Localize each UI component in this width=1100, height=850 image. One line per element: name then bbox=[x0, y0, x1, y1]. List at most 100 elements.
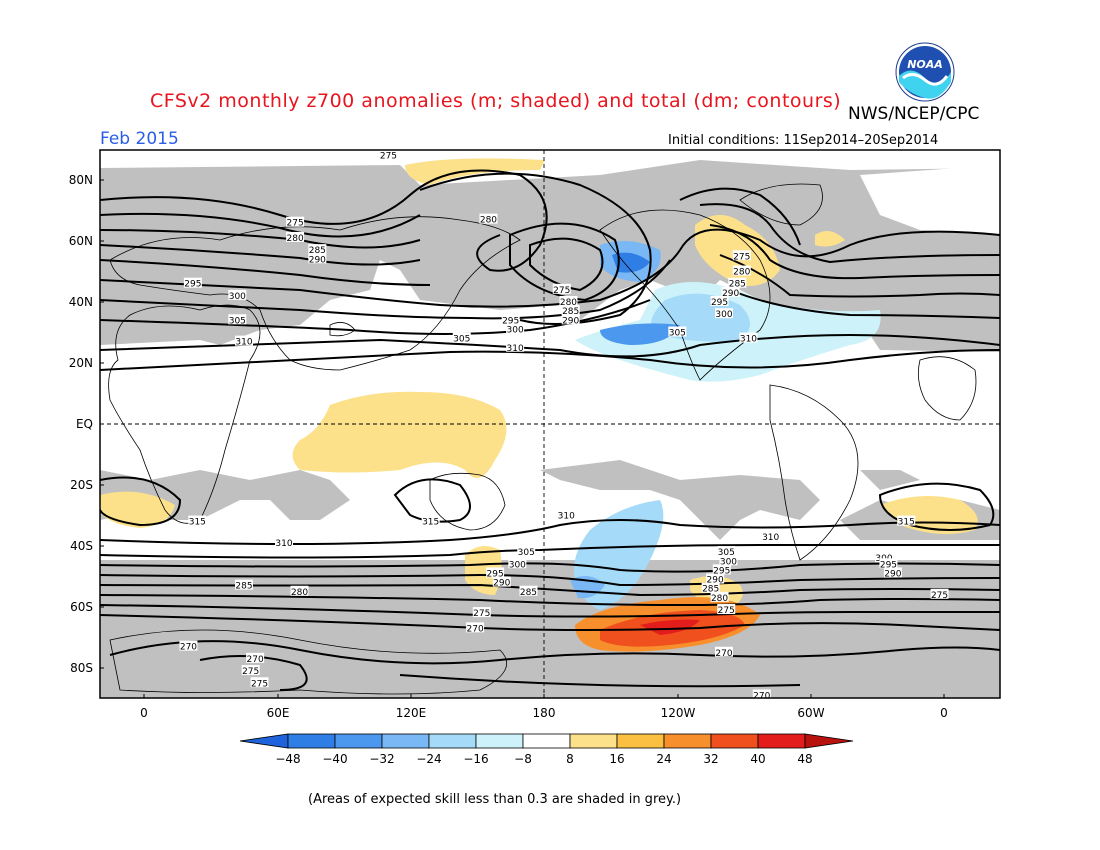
agency-label: NWS/NCEP/CPC bbox=[848, 104, 980, 124]
svg-text:280: 280 bbox=[291, 588, 308, 598]
forecast-month: Feb 2015 bbox=[100, 129, 179, 149]
svg-text:305: 305 bbox=[718, 548, 735, 558]
svg-text:270: 270 bbox=[467, 624, 484, 634]
contour-label: 285 bbox=[519, 585, 538, 598]
lon-label: 120W bbox=[661, 706, 696, 720]
svg-text:295: 295 bbox=[880, 560, 897, 570]
contour-label: 315 bbox=[421, 515, 440, 528]
contour-label: 275 bbox=[241, 665, 260, 677]
colorbar-swatch bbox=[710, 733, 759, 749]
svg-text:280: 280 bbox=[560, 298, 577, 308]
contour-label: 275 bbox=[930, 588, 949, 601]
colorbar-arrow-left bbox=[239, 733, 289, 749]
colorbar-tick-label: −8 bbox=[514, 752, 532, 766]
svg-text:310: 310 bbox=[275, 539, 292, 549]
svg-text:285: 285 bbox=[309, 246, 326, 256]
svg-text:270: 270 bbox=[753, 691, 770, 701]
svg-text:300: 300 bbox=[507, 325, 524, 335]
svg-text:310: 310 bbox=[235, 338, 252, 348]
colorbar: −48 −40 −32 −24 −16 −8 8 16 24 32 40 48 bbox=[239, 733, 854, 766]
svg-text:295: 295 bbox=[713, 566, 730, 576]
contour-label: 295 bbox=[486, 567, 505, 579]
svg-text:275: 275 bbox=[473, 609, 490, 619]
contour-label: 305 bbox=[452, 332, 471, 345]
positive-anomalies bbox=[100, 158, 978, 610]
svg-text:275: 275 bbox=[287, 219, 304, 229]
chart-title: CFSv2 monthly z700 anomalies (m; shaded)… bbox=[150, 90, 842, 112]
geopotential-contours bbox=[100, 169, 1000, 691]
contour-label: 305 bbox=[517, 546, 536, 558]
contour-label: 315 bbox=[188, 515, 207, 528]
svg-text:290: 290 bbox=[722, 289, 739, 299]
svg-text:300: 300 bbox=[720, 557, 737, 567]
map-gridlines bbox=[100, 150, 1000, 698]
contour-label: 270 bbox=[179, 640, 198, 653]
lon-label: 180 bbox=[533, 706, 556, 720]
contour-label: 270 bbox=[466, 622, 485, 634]
contour-label: 275 bbox=[472, 607, 491, 619]
svg-text:295: 295 bbox=[711, 298, 728, 308]
latitude-labels: 80N 60N 40N 20N EQ 20S 40S 60S 80S bbox=[69, 173, 104, 675]
contour-label: 280 bbox=[559, 296, 578, 308]
contour-label: 305 bbox=[717, 546, 736, 558]
svg-text:285: 285 bbox=[520, 588, 537, 598]
contour-label: 295 bbox=[879, 558, 898, 570]
contour-label: 295 bbox=[501, 314, 520, 326]
contour-label: 295 bbox=[183, 277, 202, 290]
lat-label: 40S bbox=[70, 539, 93, 553]
colorbar-swatch bbox=[428, 733, 477, 749]
contour-label: 300 bbox=[719, 555, 738, 567]
lat-label: 60S bbox=[70, 600, 93, 614]
colorbar-swatch bbox=[757, 733, 806, 749]
colorbar-swatch bbox=[569, 733, 618, 749]
skill-footnote: (Areas of expected skill less than 0.3 a… bbox=[308, 792, 682, 807]
svg-text:305: 305 bbox=[669, 329, 686, 339]
lon-label: 60W bbox=[797, 706, 824, 720]
contour-label: 310 bbox=[557, 509, 576, 522]
svg-text:285: 285 bbox=[729, 280, 746, 290]
svg-text:300: 300 bbox=[715, 310, 732, 320]
contour-label: 310 bbox=[235, 335, 253, 348]
contour-label: 275 bbox=[250, 677, 269, 689]
contour-label: 290 bbox=[721, 286, 740, 299]
svg-text:295: 295 bbox=[502, 316, 519, 326]
lon-label: 0 bbox=[940, 706, 948, 720]
initial-conditions: Initial conditions: 11Sep2014–20Sep2014 bbox=[668, 133, 939, 148]
contour-label: 310 bbox=[506, 341, 525, 354]
contour-label: 305 bbox=[668, 326, 687, 339]
svg-text:275: 275 bbox=[242, 667, 259, 677]
svg-text:275: 275 bbox=[553, 286, 570, 296]
svg-text:270: 270 bbox=[715, 649, 732, 659]
contour-label: 270 bbox=[752, 689, 771, 701]
svg-text:315: 315 bbox=[898, 518, 915, 528]
svg-text:310: 310 bbox=[507, 344, 524, 354]
svg-text:315: 315 bbox=[189, 518, 206, 528]
contour-label: 285 bbox=[728, 277, 747, 290]
noaa-logo: NOAA bbox=[895, 42, 955, 102]
svg-text:280: 280 bbox=[711, 594, 728, 604]
contour-label: 285 bbox=[235, 579, 253, 592]
lon-label: 60E bbox=[267, 706, 290, 720]
svg-text:285: 285 bbox=[562, 307, 579, 317]
colorbar-swatch bbox=[475, 733, 524, 749]
contour-label: 290 bbox=[706, 573, 725, 586]
lat-label: 80S bbox=[70, 661, 93, 675]
contour-label: 290 bbox=[308, 253, 327, 265]
lon-label: 0 bbox=[140, 706, 148, 720]
contour-label: 275 bbox=[379, 150, 398, 162]
svg-text:315: 315 bbox=[422, 518, 439, 528]
contour-label: 300 bbox=[506, 323, 525, 335]
lat-label: 20S bbox=[70, 478, 93, 492]
svg-text:275: 275 bbox=[251, 679, 268, 689]
contour-label: 280 bbox=[290, 585, 309, 598]
contour-label: 305 bbox=[228, 314, 247, 326]
contour-label: 270 bbox=[246, 652, 265, 665]
colorbar-tick-label: 32 bbox=[703, 752, 718, 766]
contour-label: 310 bbox=[761, 530, 780, 543]
colorbar-tick-label: −48 bbox=[275, 752, 300, 766]
contour-label: 300 bbox=[715, 308, 733, 320]
lat-label: 80N bbox=[69, 173, 93, 187]
contour-label: 290 bbox=[492, 576, 511, 589]
colorbar-tick-label: 48 bbox=[797, 752, 812, 766]
